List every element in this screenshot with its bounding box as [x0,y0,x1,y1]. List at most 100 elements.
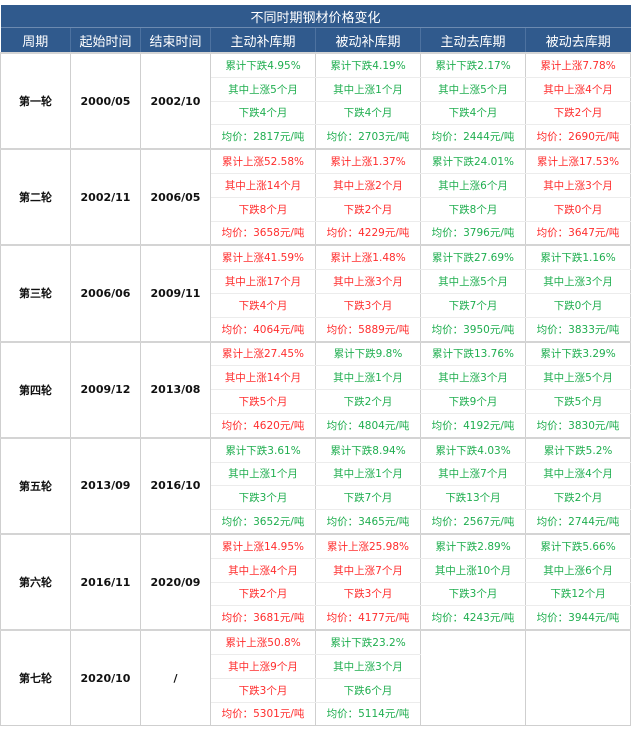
table-row: 其中上涨1个月 其中上涨1个月 其中上涨7个月 其中上涨4个月 [1,462,631,487]
phase-cell: 均价：3944元/吨 [524,605,631,631]
phase-cell: 下跌5个月 [210,389,316,414]
column-header: 被动去库期 [524,27,631,53]
table-row: 其中上涨5个月 其中上涨1个月 其中上涨5个月 其中上涨4个月 [1,77,631,102]
phase-cell: 累计下跌3.29% [524,340,631,367]
phase-cell: 其中上涨3个月 [524,269,631,294]
start-date: 2013/09 [70,436,141,535]
phase-cell: 其中上涨1个月 [315,462,421,487]
round-name: 第三轮 [0,244,71,343]
end-date: / [140,629,211,727]
table-row: 第四轮 2009/12 2013/08 累计上涨27.45% 累计下跌9.8% 累计下跌1… [0,340,631,439]
phase-cell: 均价：3647元/吨 [524,221,631,246]
phase-cell: 累计下跌3.61% [210,436,316,463]
table-row: 下跌3个月 下跌7个月 下跌13个月 下跌2个月 [1,485,631,511]
phase-cell: 其中上涨6个月 [524,558,631,583]
phase-cell: 其中上涨5个月 [420,77,526,102]
phase-cell: 均价：5301元/吨 [210,702,316,727]
phase-cell: 均价：3830元/吨 [524,413,631,439]
phase-cell: 均价：4064元/吨 [210,317,316,343]
phase-cell: 均价：2703元/吨 [315,124,421,150]
round-name: 第六轮 [0,532,71,631]
empty-cell [524,629,631,727]
phase-cell: 累计上涨17.53% [524,148,631,174]
round-name: 第五轮 [0,436,71,535]
column-header: 被动补库期 [315,27,421,53]
column-header: 主动补库期 [210,27,316,53]
phase-cell: 累计上涨1.37% [315,148,421,174]
table-row: 下跌2个月 下跌3个月 下跌3个月 下跌12个月 [1,582,631,607]
phase-cell: 均价：5114元/吨 [315,702,421,727]
phase-cell: 下跌5个月 [524,389,631,414]
phase-cell: 均价：4177元/吨 [315,605,421,631]
table-row: 其中上涨17个月 其中上涨3个月 其中上涨5个月 其中上涨3个月 [1,269,631,294]
start-date: 2009/12 [70,340,141,439]
phase-cell: 其中上涨1个月 [210,462,316,487]
phase-cell: 下跌2个月 [315,389,421,414]
phase-cell: 其中上涨4个月 [524,77,631,102]
phase-cell: 均价：2744元/吨 [524,509,631,535]
phase-cell: 其中上涨14个月 [210,173,316,198]
round-name: 第四轮 [0,340,71,439]
phase-cell: 其中上涨7个月 [315,558,421,583]
phase-cell: 累计下跌9.8% [315,340,421,367]
phase-cell: 均价：3465元/吨 [315,509,421,535]
table-row: 其中上涨14个月 其中上涨1个月 其中上涨3个月 其中上涨5个月 [1,365,631,391]
column-header: 起始时间 [70,27,141,53]
table-row: 下跌5个月 下跌2个月 下跌9个月 下跌5个月 [1,389,631,414]
phase-cell: 其中上涨5个月 [420,269,526,294]
phase-cell: 均价：4243元/吨 [420,605,526,631]
steel-price-table: 不同时期钢材价格变化 周期 起始时间 结束时间 主动补库期 被动补库期 主动去库期 被动去库… [0,5,631,727]
phase-cell: 下跌0个月 [524,293,631,318]
phase-cell: 其中上涨14个月 [210,365,316,391]
phase-cell: 均价：5889元/吨 [315,317,421,343]
phase-cell: 下跌4个月 [210,293,316,318]
table-row: 下跌3个月 下跌6个月 [1,678,631,703]
phase-cell: 均价：3658元/吨 [210,221,316,246]
phase-cell: 其中上涨4个月 [524,462,631,487]
phase-cell: 累计下跌2.17% [420,51,526,78]
phase-cell: 累计下跌24.01% [420,148,526,174]
phase-cell: 累计下跌27.69% [420,244,526,271]
phase-cell: 均价：4804元/吨 [315,413,421,439]
phase-cell: 其中上涨7个月 [420,462,526,487]
start-date: 2016/11 [70,532,141,631]
phase-cell: 累计上涨41.59% [210,244,316,271]
table-row: 第六轮 2016/11 2020/09 累计上涨14.95% 累计上涨25.98% 累计下… [0,532,631,631]
table-row: 下跌8个月 下跌2个月 下跌8个月 下跌0个月 [1,197,631,222]
phase-cell: 均价：3652元/吨 [210,509,316,535]
phase-cell: 其中上涨2个月 [315,173,421,198]
phase-cell: 下跌3个月 [315,293,421,318]
table-row: 下跌4个月 下跌4个月 下跌4个月 下跌2个月 [1,101,631,126]
phase-cell: 其中上涨3个月 [315,654,421,679]
empty-cell [420,629,526,727]
start-date: 2006/06 [70,244,141,343]
phase-cell: 其中上涨9个月 [210,654,316,679]
end-date: 2002/10 [140,51,211,150]
table-row: 其中上涨4个月 其中上涨7个月 其中上涨10个月 其中上涨6个月 [1,558,631,583]
round-name: 第一轮 [0,51,71,150]
column-header: 周期 [0,27,71,53]
table-row: 第三轮 2006/06 2009/11 累计上涨41.59% 累计上涨1.48% 累计下跌… [0,244,631,343]
end-date: 2006/05 [140,148,211,246]
phase-cell: 均价：3796元/吨 [420,221,526,246]
table-row: 其中上涨14个月 其中上涨2个月 其中上涨6个月 其中上涨3个月 [1,173,631,198]
column-header: 结束时间 [140,27,211,53]
table-row: 均价：4620元/吨 均价：4804元/吨 均价：4192元/吨 均价：3830元/吨 [1,413,631,439]
table-row: 均价：5301元/吨 均价：5114元/吨 [1,702,631,727]
phase-cell: 累计下跌4.03% [420,436,526,463]
phase-cell: 均价：3681元/吨 [210,605,316,631]
phase-cell: 其中上涨1个月 [315,77,421,102]
table-title: 不同时期钢材价格变化 [0,5,631,28]
end-date: 2009/11 [140,244,211,343]
start-date: 2000/05 [70,51,141,150]
phase-cell: 累计下跌5.66% [524,532,631,559]
phase-cell: 下跌2个月 [524,101,631,126]
start-date: 2020/10 [70,629,141,727]
phase-cell: 累计下跌2.89% [420,532,526,559]
table-row: 第二轮 2002/11 2006/05 累计上涨52.58% 累计上涨1.37% 累计下跌… [0,148,631,246]
phase-cell: 累计下跌1.16% [524,244,631,271]
table-row: 下跌4个月 下跌3个月 下跌7个月 下跌0个月 [1,293,631,318]
table-row: 均价：3652元/吨 均价：3465元/吨 均价：2567元/吨 均价：2744元/吨 [1,509,631,535]
phase-cell: 均价：4620元/吨 [210,413,316,439]
phase-cell: 均价：2444元/吨 [420,124,526,150]
